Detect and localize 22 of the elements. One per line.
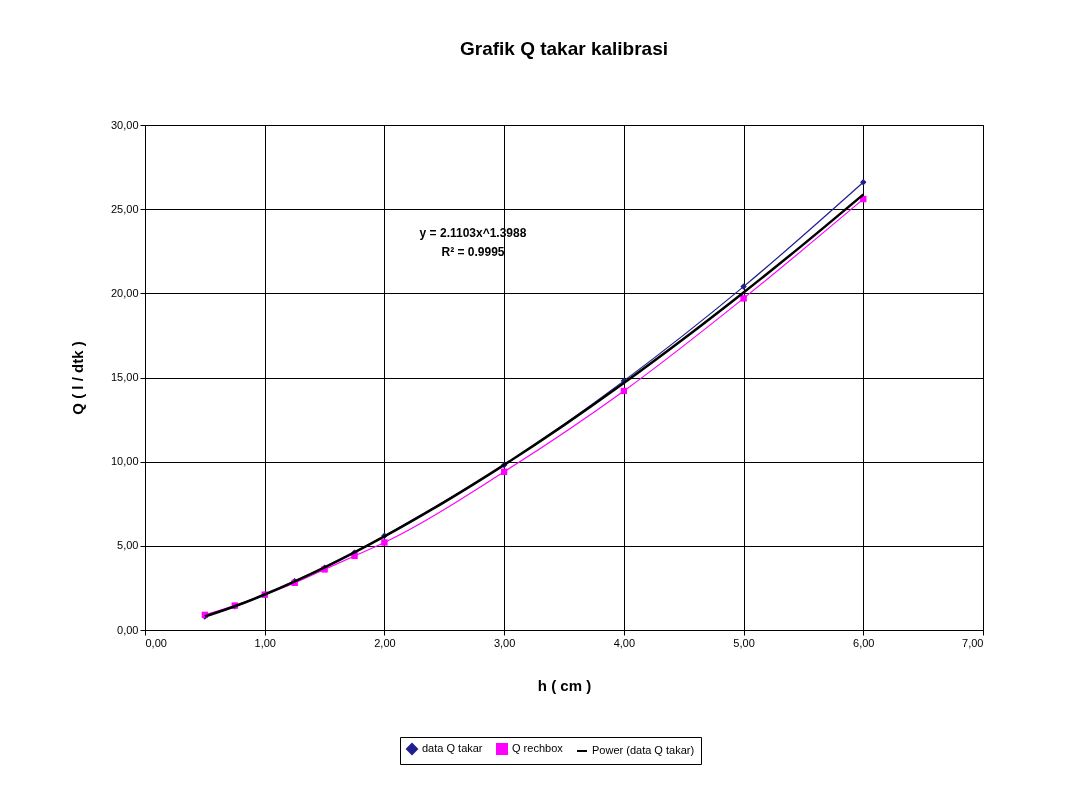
y-tick-label: 20,00: [110, 286, 139, 299]
x-tick-label: 6,00: [853, 636, 875, 649]
x-tick-label: 5,00: [733, 636, 755, 649]
y-tick-label: 10,00: [110, 455, 139, 468]
annotation: R² = 0.9995: [441, 245, 505, 259]
legend-label: Power (data Q takar): [592, 744, 695, 756]
x-tick-label: 2,00: [374, 636, 396, 649]
x-axis-title: h ( cm ): [537, 676, 592, 694]
chart-title: Grafik Q takar kalibrasi: [459, 38, 669, 59]
y-tick-label: 5,00: [117, 539, 139, 552]
x-tick-label: 3,00: [493, 636, 516, 649]
legend-label: data Q takar: [422, 742, 483, 754]
y-axis-title: Q ( l / dtk ): [68, 341, 86, 415]
y-tick-label: 30,00: [110, 118, 139, 131]
legend-label: Q rechbox: [512, 742, 564, 754]
y-tick-label: 15,00: [110, 371, 139, 383]
y-tick-label: 25,00: [110, 202, 139, 215]
x-tick-label: 1,00: [254, 636, 276, 649]
x-tick-label: 7,00: [962, 636, 984, 649]
x-tick-label: 0,00: [145, 636, 167, 649]
y-tick-label: 0,00: [117, 623, 139, 636]
x-tick-label: 4,00: [613, 636, 636, 649]
